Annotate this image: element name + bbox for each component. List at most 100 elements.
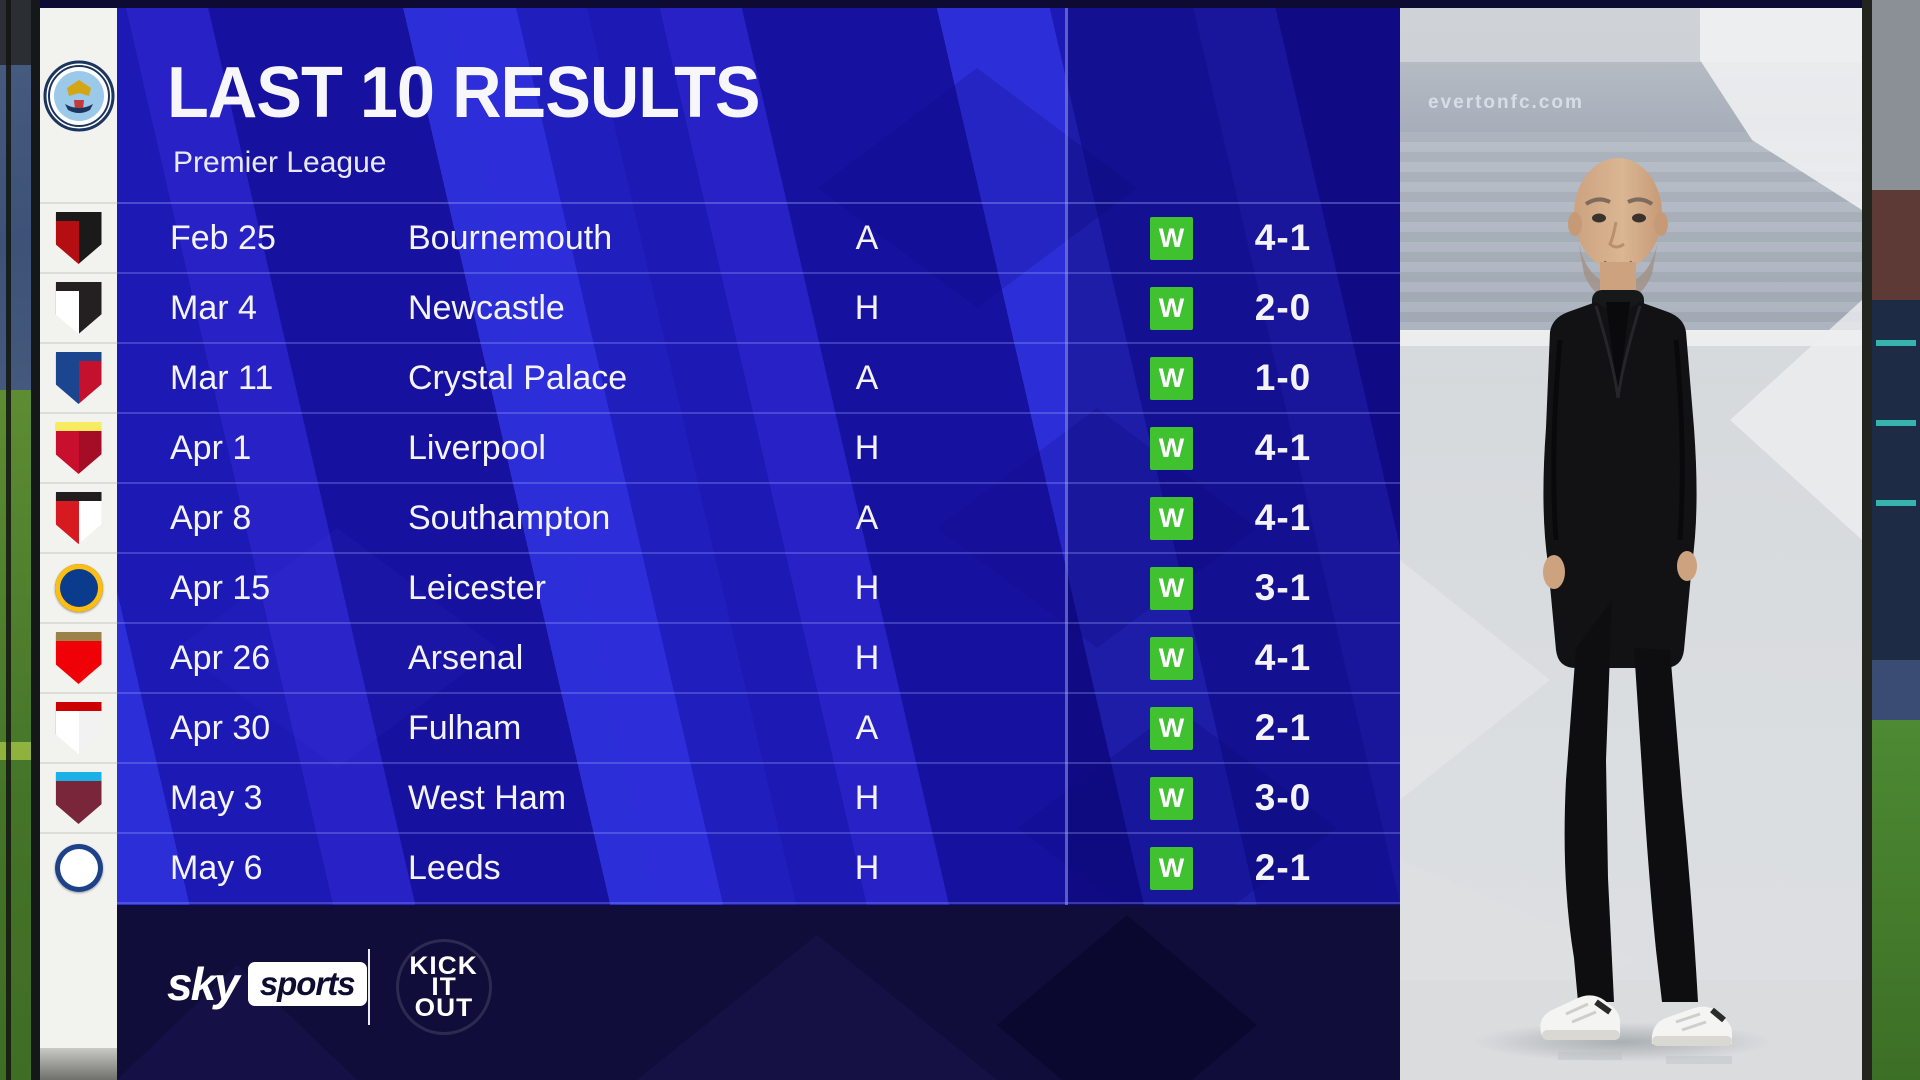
stadium-ad-text: evertonfc.com bbox=[1428, 92, 1584, 113]
opponent-crest-icon bbox=[55, 772, 102, 824]
match-date: Apr 1 bbox=[170, 428, 252, 467]
results-rows: Feb 25 Bournemouth A W 4-1 Mar 4 Newcast… bbox=[117, 202, 1400, 904]
opponent-crest-icon bbox=[54, 844, 103, 892]
match-date: Mar 4 bbox=[170, 288, 257, 327]
score: 3-0 bbox=[1254, 777, 1312, 818]
opponent-name: West Ham bbox=[408, 778, 567, 817]
opponent-name: Arsenal bbox=[408, 638, 524, 677]
match-date: May 3 bbox=[170, 778, 263, 817]
kick-it-out-word: KICK bbox=[409, 951, 479, 980]
venue-indicator: H bbox=[854, 778, 880, 817]
venue-indicator: A bbox=[855, 708, 879, 747]
opponent-name: Liverpool bbox=[408, 428, 546, 467]
opponent-name: Crystal Palace bbox=[408, 358, 628, 397]
venue-indicator: H bbox=[854, 638, 880, 677]
opponent-name: Leeds bbox=[408, 848, 501, 887]
opponent-crest-cell bbox=[40, 272, 117, 342]
opponent-crest-icon bbox=[55, 702, 102, 754]
score: 4-1 bbox=[1254, 497, 1312, 538]
sports-wordmark-box: sports bbox=[247, 962, 367, 1006]
opponent-crest-icon bbox=[55, 632, 102, 684]
opponent-name: Fulham bbox=[408, 708, 522, 747]
page-title: LAST 10 RESULTS bbox=[167, 53, 761, 133]
result-badge: W bbox=[1150, 566, 1193, 610]
results-panel: LAST 10 RESULTS Premier League Feb 25 Bo… bbox=[117, 8, 1400, 1080]
opponent-name: Bournemouth bbox=[408, 218, 613, 257]
result-row: Apr 15 Leicester H W 3-1 bbox=[117, 552, 1400, 622]
sky-wordmark: sky bbox=[167, 958, 240, 1010]
score: 4-1 bbox=[1254, 217, 1312, 258]
kick-it-out-word: IT bbox=[431, 972, 457, 1001]
opponent-crest-cell bbox=[40, 202, 117, 272]
video-edge-left bbox=[0, 0, 40, 1080]
manager-figure bbox=[1472, 158, 1772, 1064]
footer-divider-line bbox=[368, 949, 370, 1025]
match-date: Mar 11 bbox=[170, 358, 274, 397]
sky-sports-logo: sky sports bbox=[167, 957, 367, 1011]
venue-indicator: H bbox=[854, 568, 880, 607]
opponent-crest-cell bbox=[40, 482, 117, 552]
manchester-city-crest-icon bbox=[43, 60, 115, 132]
result-badge: W bbox=[1150, 286, 1193, 330]
match-date: Apr 8 bbox=[170, 498, 252, 537]
panel-footer: sky sports KICK IT OUT bbox=[117, 905, 1400, 1080]
venue-indicator: A bbox=[855, 358, 879, 397]
crest-rail bbox=[40, 8, 117, 1080]
result-badge: W bbox=[1150, 426, 1193, 470]
score: 4-1 bbox=[1254, 427, 1312, 468]
video-edge-divider bbox=[1862, 0, 1872, 1080]
opponent-crest-cell bbox=[40, 832, 117, 902]
score: 2-1 bbox=[1254, 847, 1312, 888]
result-row: Mar 4 Newcastle H W 2-0 bbox=[117, 272, 1400, 342]
result-badge: W bbox=[1150, 846, 1193, 890]
kick-it-out-word: OUT bbox=[414, 993, 474, 1022]
video-edge-right bbox=[1872, 0, 1920, 1080]
photo-chevron-decoration bbox=[1400, 0, 1862, 1080]
result-row: Feb 25 Bournemouth A W 4-1 bbox=[117, 202, 1400, 272]
opponent-crest-cell bbox=[40, 622, 117, 692]
opponent-crest-icon bbox=[55, 492, 102, 544]
result-row: Apr 26 Arsenal H W 4-1 bbox=[117, 622, 1400, 692]
score: 2-1 bbox=[1254, 707, 1312, 748]
result-row: May 3 West Ham H W 3-0 bbox=[117, 762, 1400, 832]
result-badge: W bbox=[1150, 356, 1193, 400]
venue-indicator: A bbox=[855, 498, 879, 537]
score: 2-0 bbox=[1254, 287, 1312, 328]
score: 4-1 bbox=[1254, 637, 1312, 678]
column-divider-line bbox=[1065, 8, 1068, 905]
opponent-crest-list bbox=[40, 202, 117, 902]
opponent-crest-icon bbox=[55, 212, 102, 264]
result-row: Apr 1 Liverpool H W 4-1 bbox=[117, 412, 1400, 482]
opponent-crest-icon bbox=[54, 564, 103, 612]
competition-subtitle: Premier League bbox=[173, 146, 387, 179]
result-row: May 6 Leeds H W 2-1 bbox=[117, 832, 1400, 902]
result-badge: W bbox=[1150, 216, 1193, 260]
result-row: Apr 30 Fulham A W 2-1 bbox=[117, 692, 1400, 762]
footer-chevron-decoration bbox=[117, 915, 1257, 1080]
manager-photo-panel: evertonfc.com bbox=[1400, 0, 1862, 1080]
match-date: Apr 30 bbox=[170, 708, 271, 747]
opponent-crest-icon bbox=[55, 282, 102, 334]
match-date: Apr 26 bbox=[170, 638, 271, 677]
result-badge: W bbox=[1150, 776, 1193, 820]
result-badge: W bbox=[1150, 636, 1193, 680]
opponent-crest-cell bbox=[40, 762, 117, 832]
result-badge: W bbox=[1150, 496, 1193, 540]
match-date: Feb 25 bbox=[170, 218, 276, 257]
opponent-name: Southampton bbox=[408, 498, 611, 537]
match-date: May 6 bbox=[170, 848, 263, 887]
opponent-crest-cell bbox=[40, 412, 117, 482]
result-row: Apr 8 Southampton A W 4-1 bbox=[117, 482, 1400, 552]
venue-indicator: H bbox=[854, 848, 880, 887]
kick-it-out-logo: KICK IT OUT bbox=[396, 939, 492, 1035]
venue-indicator: A bbox=[855, 218, 879, 257]
match-date: Apr 15 bbox=[170, 568, 271, 607]
top-border bbox=[40, 0, 1862, 8]
venue-indicator: H bbox=[854, 428, 880, 467]
opponent-name: Leicester bbox=[408, 568, 546, 607]
result-row: Mar 11 Crystal Palace A W 1-0 bbox=[117, 342, 1400, 412]
opponent-name: Newcastle bbox=[408, 288, 565, 327]
venue-indicator: H bbox=[854, 288, 880, 327]
result-badge: W bbox=[1150, 706, 1193, 750]
